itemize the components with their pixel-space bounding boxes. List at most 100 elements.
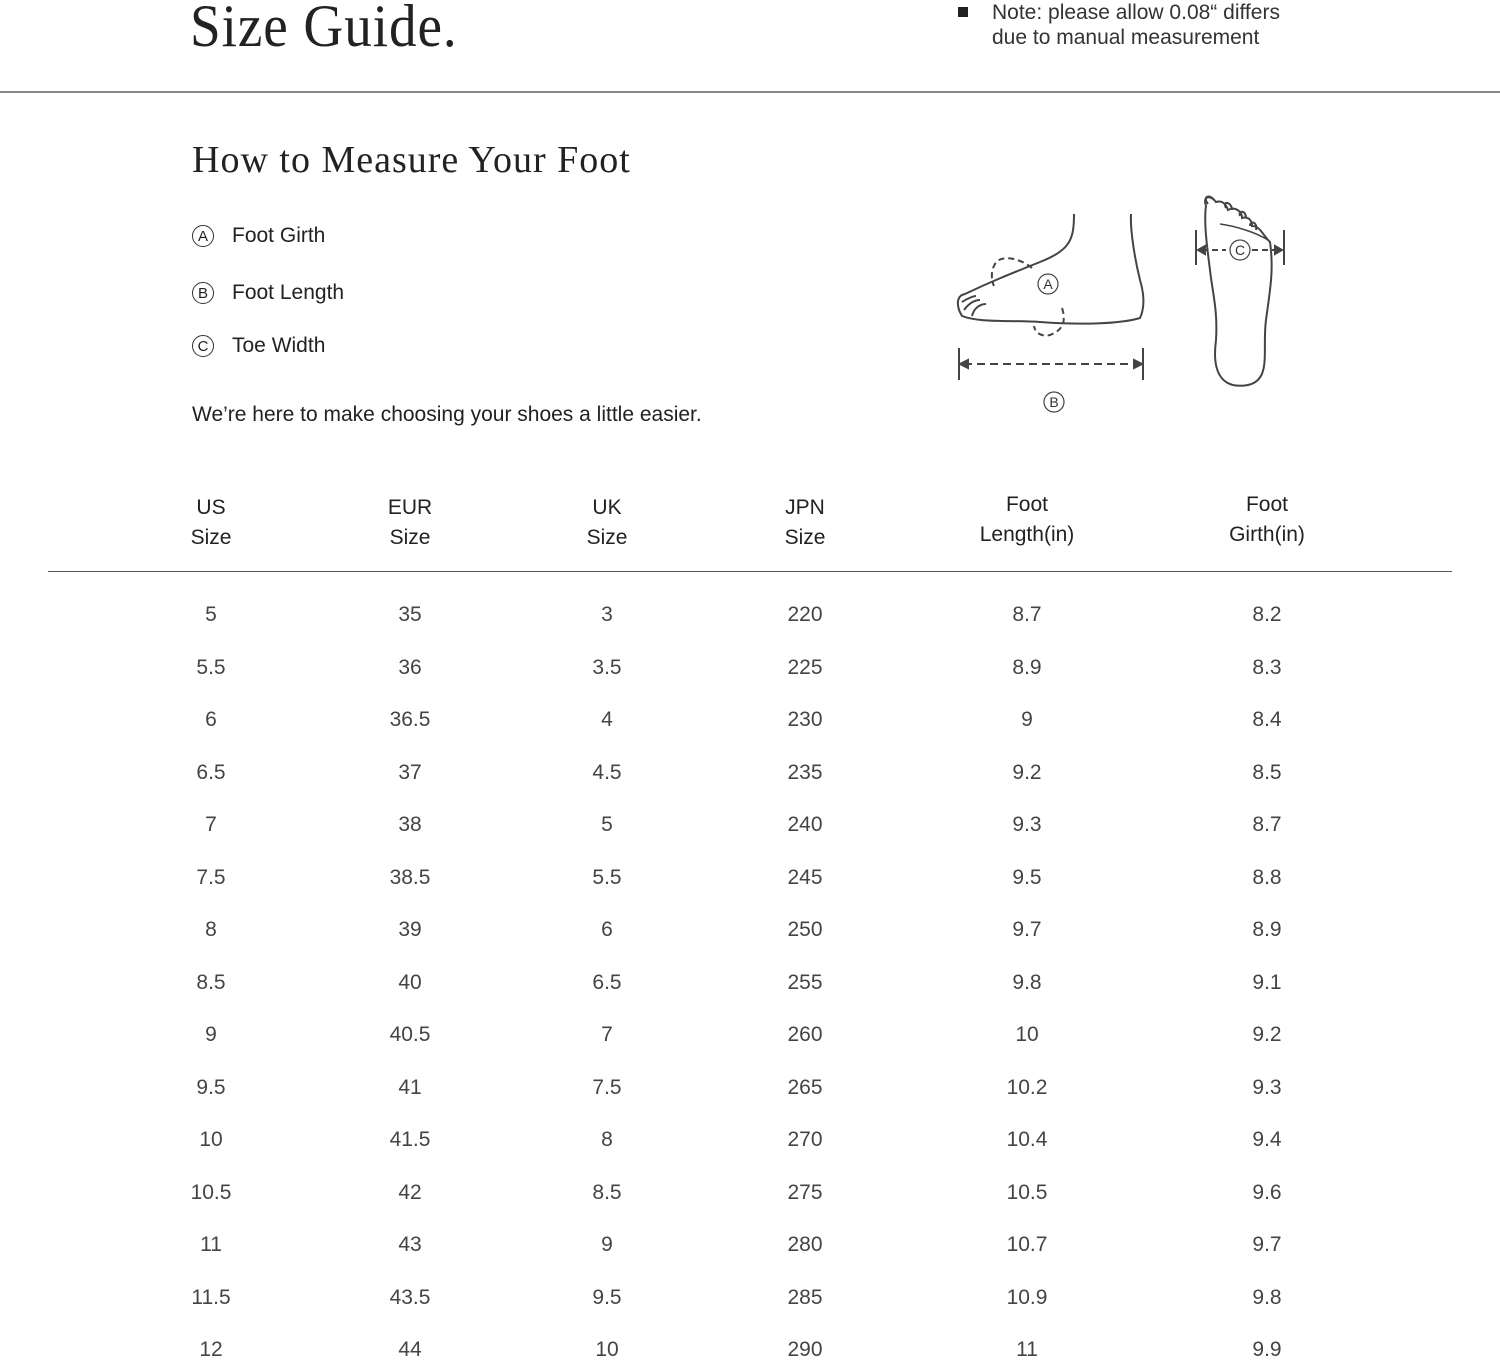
table-cell: 41.5: [389, 1128, 431, 1151]
table-cell: 36: [398, 655, 422, 679]
table-cell: 8.3: [1252, 655, 1282, 679]
letter-a-icon: A: [192, 225, 214, 247]
table-cell: 37: [398, 760, 422, 784]
table-cell: 10.5: [190, 1180, 232, 1204]
table-cell: 5.5: [592, 865, 622, 889]
table-cell: 260: [787, 1023, 823, 1046]
table-cell: 10.4: [1006, 1128, 1048, 1151]
table-cell: 9.4: [1252, 1128, 1282, 1151]
table-cell: 9: [205, 1023, 217, 1046]
table-cell: 10.5: [1006, 1180, 1048, 1204]
table-cell: 7: [601, 1023, 613, 1046]
table-cell: 10: [1015, 1023, 1039, 1046]
table-cell: 44: [398, 1338, 422, 1361]
letter-c-icon: C: [192, 335, 214, 357]
table-cell: 6.5: [196, 760, 226, 784]
table-cell: 8.8: [1252, 865, 1282, 889]
table-cell: 9: [601, 1233, 613, 1256]
table-cell: 39: [398, 918, 422, 941]
column-header: EUR Size: [310, 493, 510, 553]
table-cell: 290: [787, 1338, 823, 1361]
measurement-note: Note: please allow 0.08“ differs due to …: [958, 0, 1280, 50]
column-header: UK Size: [507, 493, 707, 553]
table-cell: 5: [601, 813, 613, 836]
table-cell: 255: [787, 970, 823, 994]
table-cell: 280: [787, 1233, 823, 1256]
sole-foot-icon: C: [1195, 195, 1285, 387]
table-cell: 3.5: [592, 655, 622, 679]
table-cell: 8.7: [1012, 603, 1042, 626]
table-cell: 9.8: [1252, 1285, 1282, 1309]
table-cell: 5.5: [196, 655, 226, 679]
diagram-label-a: A: [1043, 276, 1053, 292]
column-header-line1: EUR: [387, 496, 433, 519]
table-cell: 9.5: [1012, 865, 1042, 889]
legend-foot-girth: A Foot Girth: [192, 224, 325, 248]
legend-label: Toe Width: [232, 334, 326, 357]
page-title: Size Guide.: [190, 0, 458, 59]
diagram-label-c: C: [1235, 242, 1245, 258]
table-cell: 42: [398, 1180, 422, 1204]
column-header-line2: Size: [389, 526, 431, 549]
table-cell: 40.5: [389, 1023, 431, 1046]
table-cell: 240: [787, 813, 823, 836]
table-cell: 220: [787, 603, 823, 626]
table-cell: 9.2: [1252, 1023, 1282, 1046]
table-cell: 5: [205, 603, 217, 626]
table-cell: 8.5: [1252, 760, 1282, 784]
table-cell: 230: [787, 708, 823, 731]
legend-foot-length: B Foot Length: [192, 281, 344, 305]
table-cell: 8.5: [196, 970, 226, 994]
column-header-line2: Length(in): [979, 523, 1075, 546]
legend-label: Foot Girth: [232, 224, 326, 247]
table-cell: 10.7: [1006, 1233, 1048, 1256]
table-cell: 9.5: [592, 1285, 622, 1309]
legend-label: Foot Length: [232, 281, 345, 304]
table-cell: 6.5: [592, 970, 622, 994]
table-cell: 7.5: [196, 865, 226, 889]
column-header: US Size: [111, 493, 311, 553]
table-cell: 35: [398, 603, 422, 626]
table-cell: 36.5: [389, 708, 431, 731]
table-cell: 38: [398, 813, 422, 836]
table-cell: 8.9: [1012, 655, 1042, 679]
table-cell: 8: [601, 1128, 613, 1151]
table-divider: [48, 571, 1452, 572]
table-cell: 11.5: [191, 1285, 231, 1309]
table-cell: 40: [398, 970, 422, 994]
table-cell: 10.9: [1006, 1285, 1048, 1309]
table-cell: 8.2: [1252, 603, 1282, 626]
letter-b-icon: B: [192, 282, 214, 304]
column-header-line2: Girth(in): [1229, 523, 1305, 546]
legend-toe-width: C Toe Width: [192, 334, 325, 358]
bullet-icon: [958, 7, 968, 17]
table-cell: 9.7: [1012, 918, 1042, 941]
table-cell: 4: [601, 708, 613, 731]
header-divider: [0, 91, 1500, 93]
table-cell: 7.5: [592, 1075, 622, 1099]
table-cell: 8.5: [592, 1180, 622, 1204]
table-cell: 8.9: [1252, 918, 1282, 941]
table-cell: 9.7: [1252, 1233, 1282, 1256]
table-cell: 38.5: [389, 865, 431, 889]
table-cell: 9.8: [1012, 970, 1042, 994]
column-header: Foot Girth(in): [1167, 490, 1367, 550]
table-cell: 225: [787, 655, 823, 679]
column-header-line1: US: [196, 496, 226, 519]
table-cell: 9.3: [1012, 813, 1042, 836]
table-cell: 43.5: [389, 1285, 431, 1309]
column-header-line1: Foot: [1005, 493, 1049, 516]
table-cell: 10: [595, 1338, 619, 1361]
table-cell: 10: [199, 1128, 223, 1151]
column-header-line1: JPN: [785, 496, 825, 519]
table-cell: 11: [1016, 1338, 1038, 1361]
table-cell: 285: [787, 1285, 823, 1309]
foot-measurement-diagram: A B C: [956, 195, 1285, 413]
column-header-line2: Size: [784, 526, 826, 549]
table-cell: 12: [199, 1338, 223, 1361]
table-cell: 270: [787, 1128, 823, 1151]
table-cell: 9.1: [1252, 970, 1282, 994]
table-cell: 250: [787, 918, 823, 941]
table-cell: 9.6: [1252, 1180, 1282, 1204]
table-cell: 275: [787, 1180, 823, 1204]
